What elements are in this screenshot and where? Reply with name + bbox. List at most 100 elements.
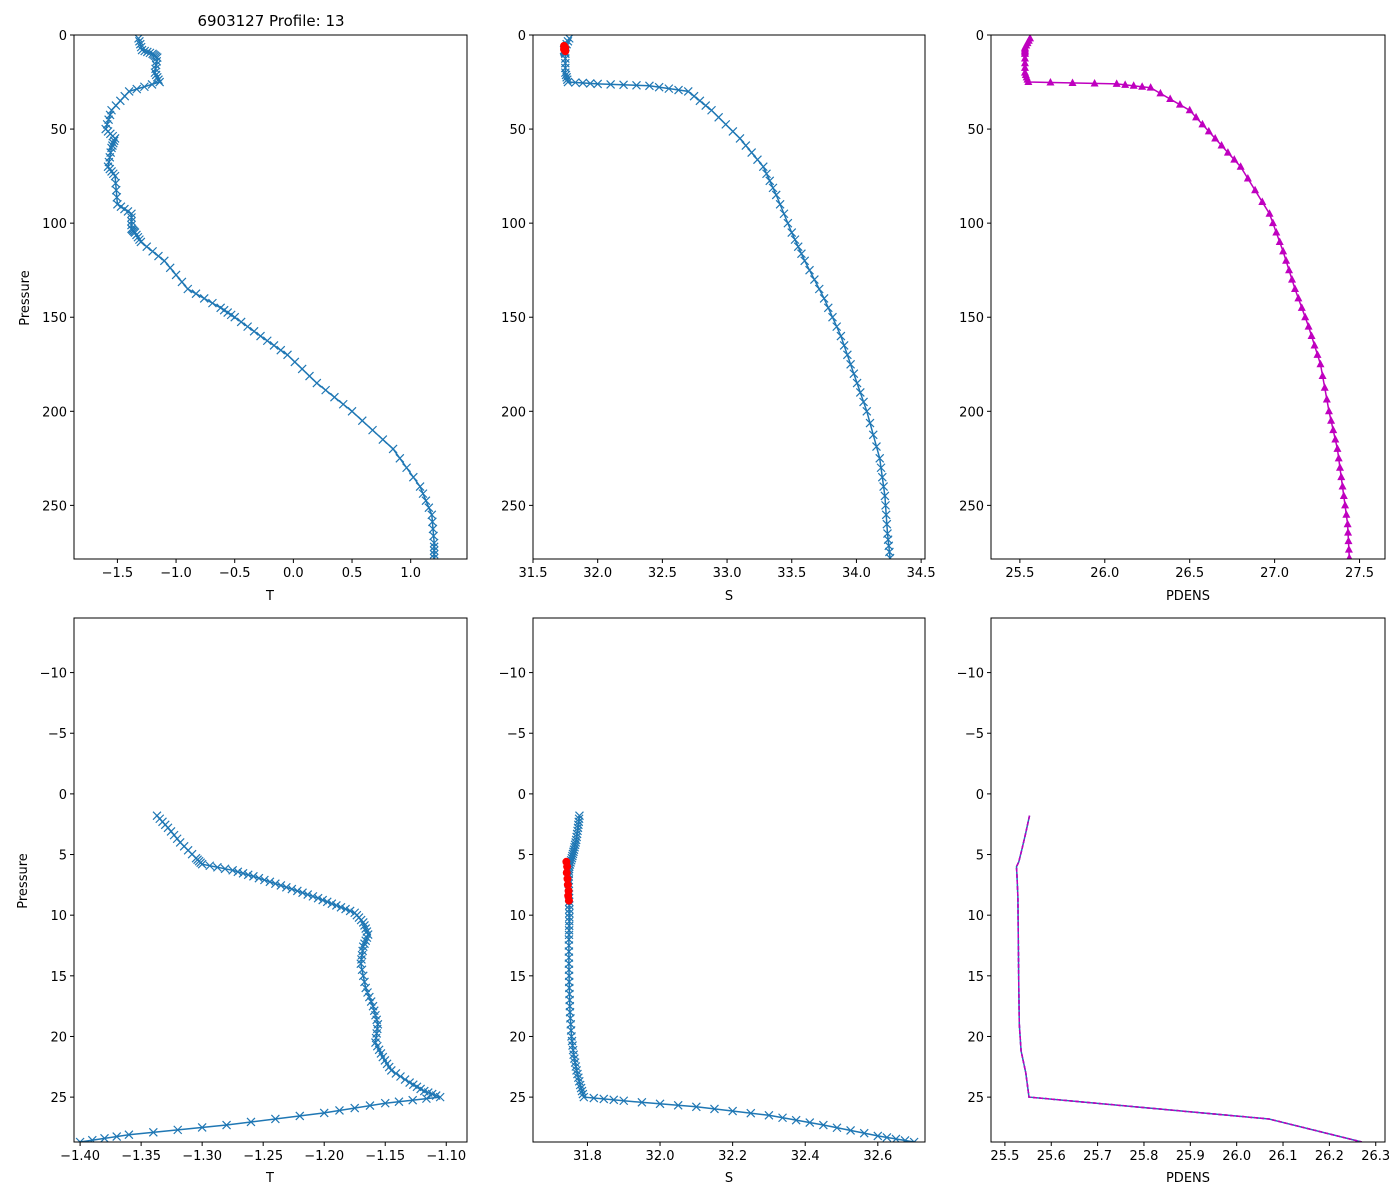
top-salinity-x-marker xyxy=(619,80,628,90)
top-salinity-x-marker xyxy=(689,91,699,101)
bottom-temperature-x-marker xyxy=(394,1097,404,1107)
top-temperature-x-marker xyxy=(330,392,339,402)
top-density-triangle-marker xyxy=(1346,553,1353,559)
top-temperature-x-marker xyxy=(262,336,272,346)
top-salinity-xtick-label: 34.5 xyxy=(907,566,936,581)
top-temperature-x-marker xyxy=(165,263,175,273)
top-temperature-x-marker xyxy=(183,284,193,294)
top-salinity-x-marker xyxy=(875,453,885,463)
top-salinity-x-marker xyxy=(819,293,829,303)
top-temperature-x-marker xyxy=(429,553,439,559)
bottom-temperature-series-line xyxy=(79,815,441,1142)
bottom-salinity-flag-point xyxy=(563,880,572,889)
top-temperature-x-marker xyxy=(421,496,431,506)
top-temperature-x-marker xyxy=(269,341,279,350)
bottom-salinity-x-marker xyxy=(832,1123,842,1133)
top-density-triangle-marker xyxy=(1337,472,1346,481)
bottom-temperature-x-marker xyxy=(363,988,372,997)
top-salinity-x-marker xyxy=(876,463,886,473)
bottom-density-solid-line xyxy=(1015,815,1362,1142)
top-temperature-x-marker xyxy=(147,79,157,89)
top-temperature-xtick-label: −1.5 xyxy=(102,566,134,581)
bottom-temperature-x-marker xyxy=(295,1111,305,1121)
top-density-axes-frame xyxy=(990,34,1386,560)
top-temperature-ytick-label: 100 xyxy=(42,217,67,232)
top-temperature-x-marker xyxy=(236,317,246,327)
bottom-density-ytick-label: 15 xyxy=(967,970,984,985)
top-density-xtick-label: 25.5 xyxy=(1005,566,1034,581)
top-density-triangle-marker xyxy=(1290,284,1299,293)
bottom-temperature-xlabel: T xyxy=(265,1171,274,1186)
top-temperature-xlabel: T xyxy=(265,589,274,604)
bottom-density-xtick-label: 26.2 xyxy=(1315,1149,1344,1164)
top-salinity-xlabel: S xyxy=(725,589,733,604)
bottom-salinity-x-marker xyxy=(818,1120,828,1130)
top-salinity-x-marker xyxy=(855,388,865,397)
bottom-salinity-x-marker xyxy=(746,1108,756,1118)
top-temperature-xtick-label: −0.5 xyxy=(219,566,251,581)
top-density-panel: 25.5 26.0 26.5 27.0 27.5 0 50 100 150 200 250 xyxy=(959,29,1386,581)
top-density-triangle-marker xyxy=(1275,237,1284,245)
bottom-temperature-x-marker xyxy=(100,1133,109,1142)
top-temperature-x-marker xyxy=(424,503,434,513)
top-density-xtick-label: 27.0 xyxy=(1260,566,1289,581)
bottom-density-xtick-label: 25.7 xyxy=(1083,1149,1112,1164)
top-density-triangle-marker xyxy=(1068,78,1077,86)
top-temperature-x-marker xyxy=(152,53,162,63)
top-density-triangle-marker xyxy=(1344,545,1353,553)
top-temperature-x-marker xyxy=(112,192,122,202)
top-salinity-xtick-label: 31.5 xyxy=(519,566,548,581)
top-temperature-x-marker xyxy=(152,72,162,82)
bottom-temperature-x-marker xyxy=(197,859,207,869)
bottom-salinity-x-marker xyxy=(564,912,574,922)
top-temperature-x-marker xyxy=(418,489,428,499)
top-density-ytick-label: 50 xyxy=(967,123,984,138)
bottom-temperature-ytick-label: 0 xyxy=(59,788,67,803)
top-temperature-x-marker xyxy=(155,77,165,87)
top-temperature-x-marker xyxy=(378,435,388,444)
bottom-density-ytick-label: 10 xyxy=(967,909,984,924)
bottom-salinity-x-marker xyxy=(764,1110,774,1120)
top-density-triangle-marker xyxy=(1282,256,1291,264)
top-salinity-xtick-label: 33.0 xyxy=(713,566,742,581)
bottom-salinity-flag-point xyxy=(563,862,572,871)
top-temperature-x-marker xyxy=(111,185,121,195)
bottom-temperature-x-marker xyxy=(364,992,374,1002)
top-salinity-x-marker xyxy=(879,482,889,491)
top-temperature-x-marker xyxy=(132,230,141,240)
bottom-salinity-x-marker xyxy=(859,1128,869,1138)
top-density-xtick-label: 27.5 xyxy=(1345,566,1374,581)
top-salinity-x-marker xyxy=(859,397,868,407)
top-density-xlabel: PDENS xyxy=(1166,589,1210,604)
bottom-temperature-x-marker xyxy=(313,893,323,903)
bottom-salinity-x-marker xyxy=(655,1099,665,1109)
top-temperature-ytick-label: 250 xyxy=(42,499,67,514)
top-temperature-x-marker xyxy=(151,70,161,80)
bottom-temperature-ytick-label: 25 xyxy=(50,1091,67,1106)
bottom-salinity-ytick-label: 0 xyxy=(518,788,526,803)
top-density-triangle-marker xyxy=(1320,383,1329,391)
top-density-triangle-marker xyxy=(1024,77,1033,86)
bottom-density-xtick-label: 25.9 xyxy=(1176,1149,1205,1164)
bottom-temperature-xtick-label: −1.10 xyxy=(426,1149,466,1164)
top-temperature-x-marker xyxy=(297,364,307,374)
top-density-triangle-marker xyxy=(1198,119,1207,128)
bottom-salinity-flag-point xyxy=(562,868,571,877)
top-density-triangle-marker xyxy=(1341,500,1350,509)
top-density-triangle-marker xyxy=(1146,83,1155,91)
bottom-temperature-x-marker xyxy=(303,890,313,899)
top-salinity-x-marker xyxy=(735,134,745,143)
top-density-triangle-marker xyxy=(1334,453,1343,462)
top-temperature-x-marker xyxy=(150,68,160,78)
bottom-salinity-x-marker xyxy=(637,1097,647,1107)
top-temperature-x-marker xyxy=(415,482,425,491)
top-density-triangle-marker xyxy=(1288,275,1297,283)
top-temperature-x-marker xyxy=(148,246,158,256)
top-salinity-x-marker xyxy=(570,78,580,87)
top-temperature-x-marker xyxy=(368,425,377,435)
top-temperature-x-marker xyxy=(133,232,143,242)
bottom-temperature-x-marker xyxy=(362,933,372,943)
top-temperature-x-marker xyxy=(127,209,136,219)
top-salinity-x-marker xyxy=(632,80,641,90)
top-density-triangle-marker xyxy=(1338,482,1347,490)
